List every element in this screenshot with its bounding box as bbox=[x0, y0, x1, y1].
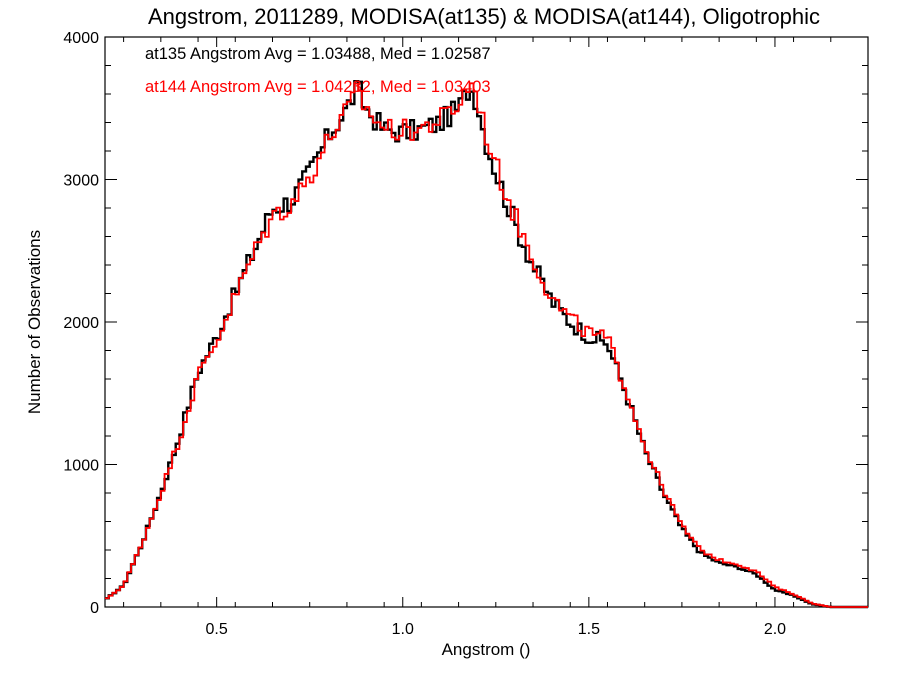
x-tick-label: 0.5 bbox=[206, 621, 228, 638]
x-axis-label: Angstrom () bbox=[442, 640, 531, 659]
x-tick-label: 1.5 bbox=[578, 621, 600, 638]
y-tick-label: 1000 bbox=[63, 458, 99, 475]
series-layer bbox=[105, 79, 868, 609]
y-axis-label: Number of Observations bbox=[25, 230, 44, 414]
axis-tick-labels: 0.5 1.0 1.5 2.0 0 1000 2000 3000 4000 bbox=[63, 30, 786, 638]
annotation-at135: at135 Angstrom Avg = 1.03488, Med = 1.02… bbox=[145, 45, 491, 63]
y-tick-label: 3000 bbox=[63, 173, 99, 190]
y-tick-label: 2000 bbox=[63, 315, 99, 332]
series-at135-line bbox=[105, 79, 868, 609]
chart-title: Angstrom, 2011289, MODISA(at135) & MODIS… bbox=[148, 4, 820, 29]
y-tick-label: 0 bbox=[90, 600, 99, 617]
y-tick-label: 4000 bbox=[63, 30, 99, 47]
plot-frame bbox=[104, 36, 869, 608]
x-tick-label: 1.0 bbox=[392, 621, 414, 638]
annotation-at144: at144 Angstrom Avg = 1.04232, Med = 1.03… bbox=[145, 78, 491, 96]
axis-ticks bbox=[105, 36, 868, 608]
x-tick-label: 2.0 bbox=[764, 621, 786, 638]
series-at144-line bbox=[105, 82, 868, 608]
